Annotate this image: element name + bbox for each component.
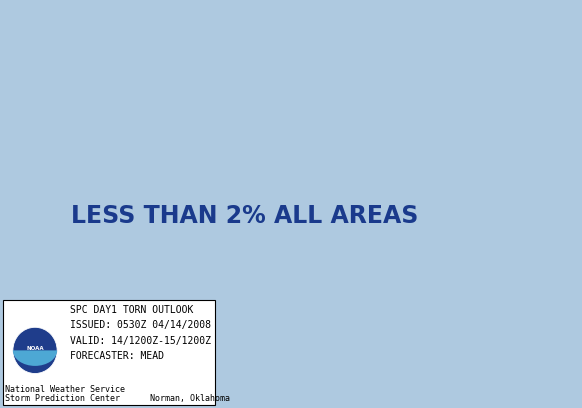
Ellipse shape [13,327,57,373]
Wedge shape [13,350,57,366]
Text: SPC DAY1 TORN OUTLOOK: SPC DAY1 TORN OUTLOOK [70,305,193,315]
Text: VALID: 14/1200Z-15/1200Z: VALID: 14/1200Z-15/1200Z [70,335,211,346]
Text: FORECASTER: MEAD: FORECASTER: MEAD [70,351,164,361]
Text: ISSUED: 0530Z 04/14/2008: ISSUED: 0530Z 04/14/2008 [70,320,211,330]
Text: Storm Prediction Center      Norman, Oklahoma: Storm Prediction Center Norman, Oklahoma [5,395,230,404]
Text: NOAA: NOAA [26,346,44,351]
Text: LESS THAN 2% ALL AREAS: LESS THAN 2% ALL AREAS [71,204,418,228]
Bar [3,300,215,405]
Text: National Weather Service: National Weather Service [5,386,125,395]
